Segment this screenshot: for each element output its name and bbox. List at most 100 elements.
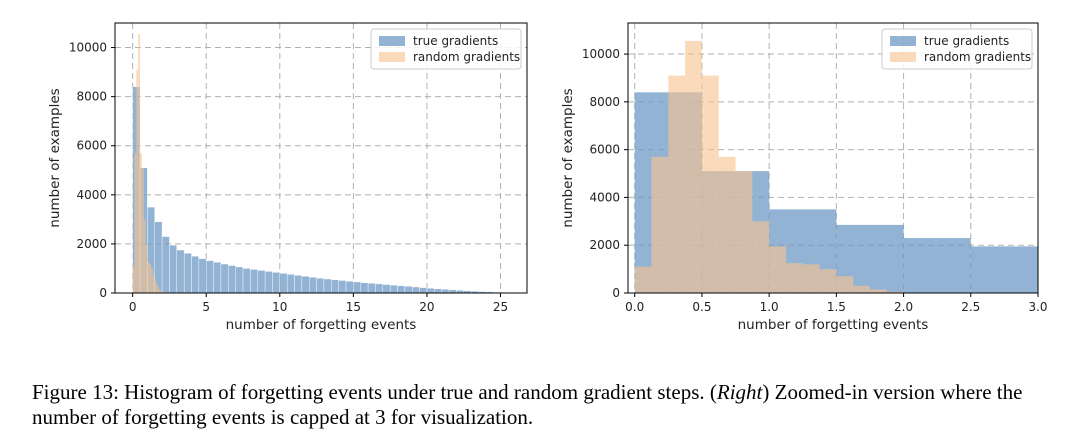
right-plot-frame <box>627 22 1039 294</box>
figure-panels: 0 5 10 15 20 25 0 2000 4000 6000 8000 10000 number o… <box>47 22 1048 333</box>
histogram-bar <box>235 266 244 293</box>
histogram-bar <box>213 262 222 293</box>
caption-emphasis: Right <box>716 380 763 404</box>
y-tick-label: 4000 <box>589 190 620 204</box>
y-tick-label: 6000 <box>589 143 620 157</box>
left-panel: 0 5 10 15 20 25 0 2000 4000 6000 8000 10000 number o… <box>47 22 528 333</box>
x-tick-label: 2.0 <box>894 300 913 314</box>
right-bars <box>634 40 1038 293</box>
histogram-bar <box>382 284 391 293</box>
histogram-bar <box>183 253 192 293</box>
y-tick-label: 8000 <box>76 90 107 104</box>
histogram-bar <box>441 289 450 293</box>
histogram-bar <box>206 260 214 293</box>
histogram-bar <box>397 285 406 293</box>
histogram-bar <box>367 283 376 293</box>
histogram-bar <box>434 288 442 293</box>
histogram-bar <box>869 289 887 293</box>
legend-label-random: random gradients <box>924 50 1031 64</box>
legend-swatch-true <box>890 36 916 46</box>
histogram-bar <box>769 246 786 293</box>
x-tick-label: 15 <box>346 300 361 314</box>
histogram-bar <box>149 263 152 293</box>
histogram-bar <box>176 249 185 293</box>
left-y-axis-label: number of examples <box>47 88 63 227</box>
histogram-bar <box>228 265 236 293</box>
right-y-axis-label: number of examples <box>560 88 576 227</box>
histogram-bar <box>264 271 273 293</box>
histogram-bar <box>169 244 177 293</box>
left-x-axis-label: number of forgetting events <box>226 317 417 333</box>
legend-label-true: true gradients <box>413 34 498 48</box>
histogram-bar <box>886 291 904 293</box>
histogram-bar <box>836 276 854 293</box>
histogram-bar <box>970 246 1038 293</box>
histogram-bar <box>718 156 736 293</box>
x-tick-label: 10 <box>272 300 287 314</box>
legend-box <box>881 28 1033 70</box>
x-tick-label: 5 <box>202 300 210 314</box>
legend-swatch-random <box>890 52 916 62</box>
x-tick-label: 25 <box>493 300 508 314</box>
x-tick-label: 20 <box>419 300 434 314</box>
histogram-bar <box>250 269 258 293</box>
histogram-bar <box>634 266 652 293</box>
histogram-bar <box>132 266 135 293</box>
histogram-bar <box>389 284 398 293</box>
histogram-bar <box>668 75 686 293</box>
histogram-bar <box>198 258 207 293</box>
histogram-bar <box>143 219 146 293</box>
x-tick-label: 0.0 <box>625 300 644 314</box>
left-series-random-gradients <box>132 34 164 293</box>
histogram-bar <box>147 262 150 293</box>
x-tick-label: 3.0 <box>1028 300 1047 314</box>
y-tick-label: 10000 <box>69 41 107 55</box>
y-tick-label: 0 <box>99 286 107 300</box>
histogram-bar <box>154 280 157 293</box>
x-tick-label: 1.0 <box>760 300 779 314</box>
y-tick-label: 0 <box>612 286 620 300</box>
histogram-bar <box>785 263 803 293</box>
right-x-axis-label: number of forgetting events <box>738 317 929 333</box>
histogram-bar <box>158 289 161 293</box>
x-tick-label: 0.5 <box>692 300 711 314</box>
caption-lead: Figure 13: Histogram of forgetting event… <box>32 380 717 404</box>
histogram-bar <box>404 286 413 293</box>
histogram-bar <box>191 255 200 293</box>
histogram-bar <box>345 281 354 293</box>
figure-caption: Figure 13: Histogram of forgetting event… <box>32 380 1072 430</box>
histogram-bar <box>819 269 837 293</box>
caption-tail: ) Zoomed-in version where the number of … <box>32 380 1023 429</box>
histogram-bar <box>309 277 317 293</box>
histogram-bar <box>685 40 702 293</box>
legend-swatch-random <box>379 52 405 62</box>
legend-label-random: random gradients <box>413 50 520 64</box>
histogram-bar <box>160 291 163 293</box>
histogram-bar <box>242 268 251 293</box>
histogram-bar <box>360 282 369 293</box>
histogram-bar <box>294 275 303 293</box>
histogram-bar <box>419 287 428 293</box>
y-tick-label: 4000 <box>76 188 107 202</box>
histogram-bar <box>802 264 820 293</box>
histogram-bar <box>853 285 870 293</box>
histogram-bar <box>156 285 159 293</box>
y-tick-label: 6000 <box>76 139 107 153</box>
histogram-bar <box>257 270 266 293</box>
histogram-bar <box>701 75 719 293</box>
y-tick-label: 10000 <box>582 47 620 61</box>
histogram-bar <box>752 221 770 293</box>
histogram-bar <box>141 167 144 293</box>
histogram-bar <box>145 245 148 293</box>
histogram-bar <box>338 280 347 293</box>
legend-label-true: true gradients <box>924 34 1009 48</box>
histogram-bar <box>331 279 339 293</box>
left-legend: true gradients random gradients <box>370 28 522 70</box>
x-tick-label: 1.5 <box>827 300 846 314</box>
legend-swatch-true <box>379 36 405 46</box>
legend-box <box>370 28 522 70</box>
histogram-bar <box>134 153 137 293</box>
histogram-bar <box>140 153 142 293</box>
histogram-bar <box>651 156 669 293</box>
right-series-random-gradients <box>634 40 988 293</box>
